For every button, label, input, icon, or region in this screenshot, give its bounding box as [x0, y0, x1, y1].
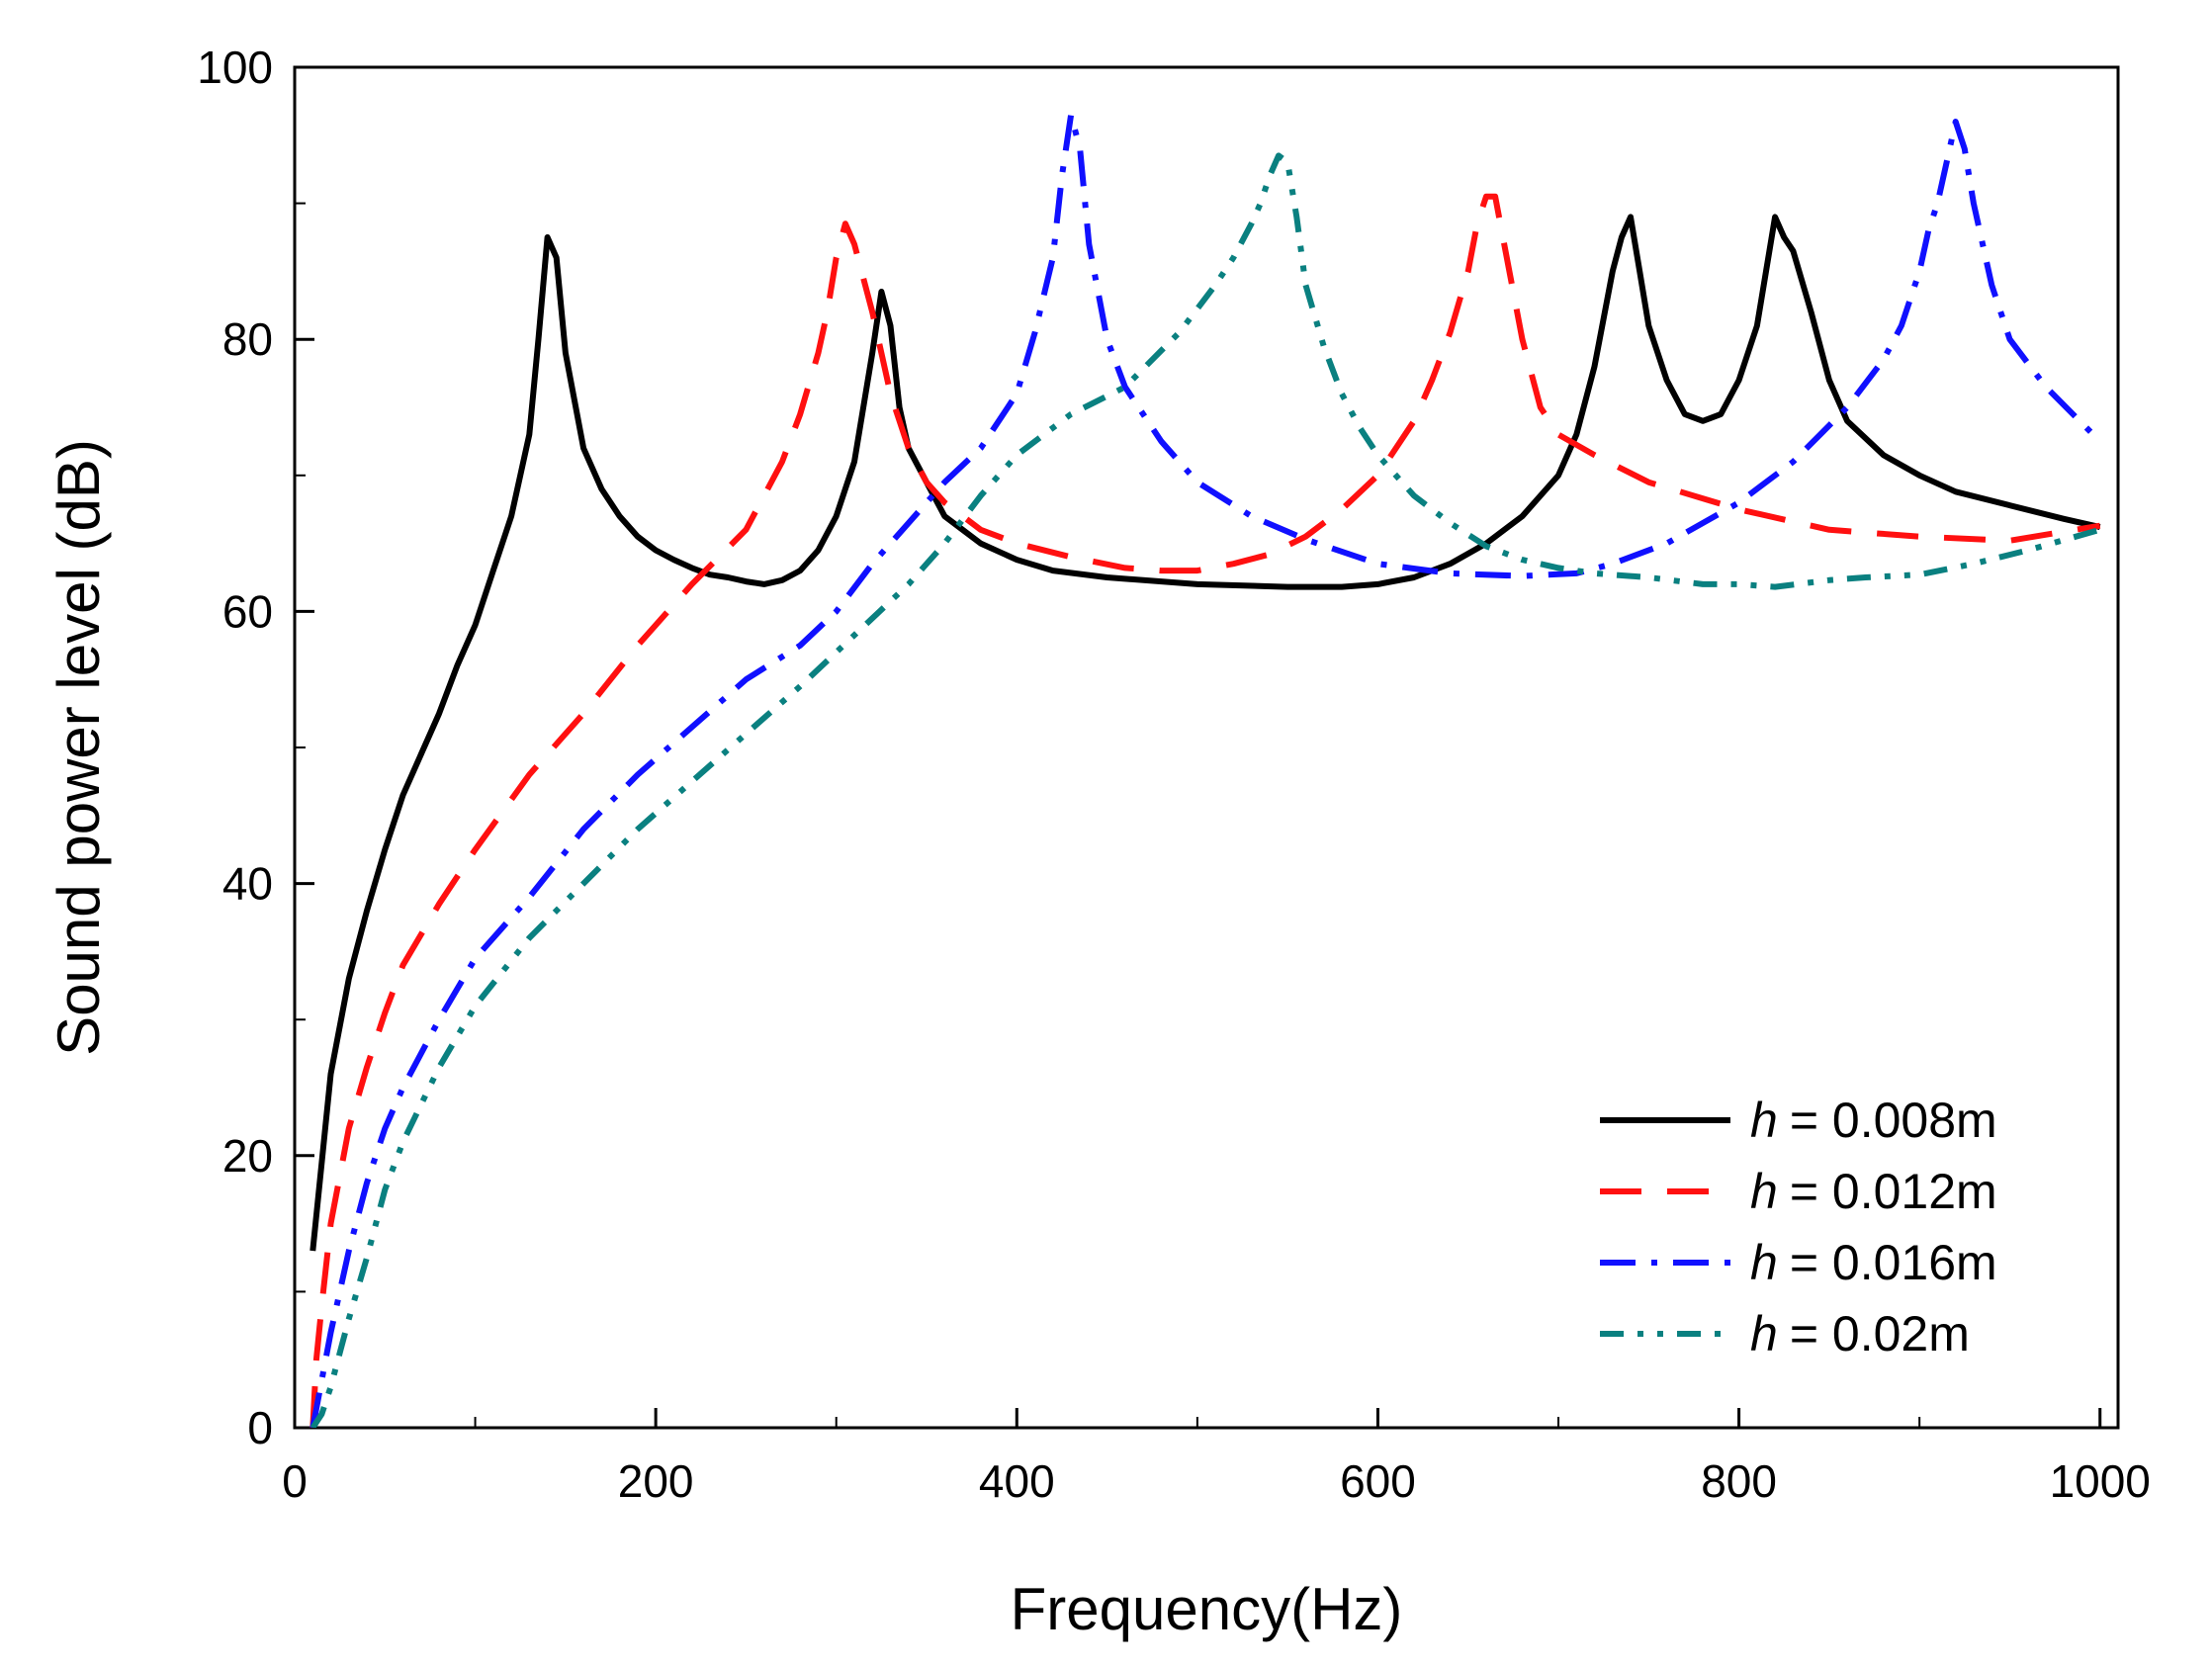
x-axis-title: Frequency(Hz)	[1011, 1576, 1403, 1642]
series-line-3	[310, 112, 2102, 1428]
x-tick-label: 800	[1701, 1455, 1777, 1507]
y-axis: 0 20 40 60 80 100	[197, 42, 314, 1453]
x-tick-label: 400	[979, 1455, 1055, 1507]
series-line-4	[310, 152, 2101, 1428]
y-axis-title: Sound power level (dB)	[45, 439, 112, 1056]
legend-variable: h	[1750, 1164, 1778, 1219]
y-tick-label: 20	[222, 1130, 273, 1182]
legend-value: = 0.016m	[1790, 1235, 1997, 1290]
legend-value: = 0.012m	[1790, 1164, 1997, 1219]
legend-label-2: h = 0.012m	[1750, 1164, 1997, 1219]
legend-label-1: h = 0.008m	[1750, 1093, 1997, 1148]
x-tick-label: 0	[282, 1455, 308, 1507]
y-tick-label: 100	[197, 42, 273, 93]
y-tick-label: 60	[222, 585, 273, 637]
legend-variable: h	[1750, 1093, 1778, 1148]
legend-variable: h	[1750, 1306, 1778, 1361]
legend-value: = 0.008m	[1790, 1093, 1997, 1148]
series-layer	[310, 112, 2102, 1428]
x-tick-label: 1000	[2050, 1455, 2151, 1507]
x-tick-label: 600	[1340, 1455, 1416, 1507]
legend-value: = 0.02m	[1790, 1306, 1970, 1361]
legend-label-3: h = 0.016m	[1750, 1235, 1997, 1290]
legend-variable: h	[1750, 1235, 1778, 1290]
series-line-1	[310, 214, 2101, 1252]
legend-label-4: h = 0.02m	[1750, 1306, 1970, 1361]
y-tick-label: 0	[247, 1402, 273, 1453]
y-tick-label: 80	[222, 313, 273, 365]
x-tick-label: 200	[618, 1455, 694, 1507]
plot-area-frame	[293, 65, 2120, 1430]
x-axis: 0 200 400 600 800 1000	[282, 1408, 2151, 1507]
y-tick-label: 40	[222, 858, 273, 910]
series-line-2	[310, 193, 2101, 1428]
